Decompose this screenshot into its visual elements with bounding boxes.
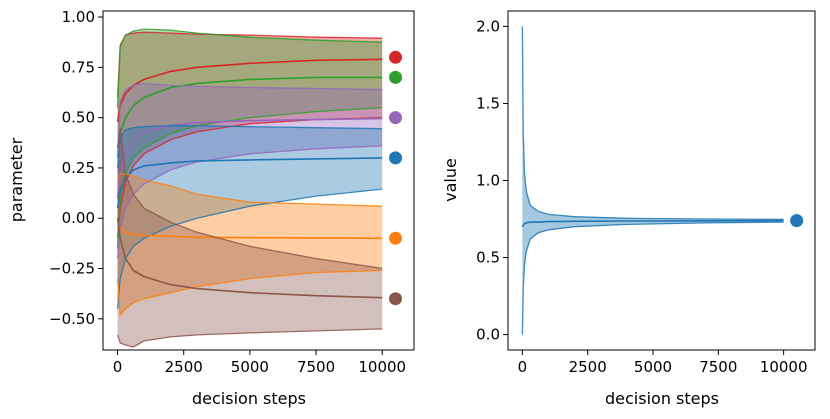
- left-series-0-lower-line: [116, 116, 383, 239]
- left-series-4-lower-line: [116, 269, 383, 317]
- left-x-tick-label: 0: [113, 358, 123, 376]
- left-series-1-lower-line: [116, 106, 383, 249]
- left-series-3-upper-line: [116, 125, 383, 168]
- left-series-5-lower-line: [116, 328, 383, 348]
- left-y-tick-label: −0.50: [49, 310, 95, 328]
- left-y-axis-label: parameter: [7, 137, 26, 222]
- left-series-5-upper-line: [116, 127, 383, 270]
- left-series-1-band: [117, 29, 383, 249]
- right-series-0-lower-line: [521, 221, 784, 335]
- left-x-tick-label: 10000: [358, 358, 406, 376]
- left-series-3-mean-line: [116, 157, 383, 209]
- right-series-0-mean-line: [521, 219, 784, 228]
- left-x-axis-label: decision steps: [192, 389, 306, 408]
- left-y-tick-label: 0.50: [62, 109, 95, 127]
- left-series-3-lower-line: [116, 188, 383, 309]
- left-y-tick-label: −0.25: [49, 260, 95, 278]
- left-panel-parameter-chart: parameter decision steps 0 2500 5000 7500 10…: [7, 8, 415, 408]
- left-true-value-marker-2: [389, 111, 402, 125]
- right-series-0-band: [522, 26, 784, 335]
- left-true-value-marker-5: [389, 292, 402, 306]
- left-x-tick-label: 2500: [165, 358, 203, 376]
- right-y-tick-label: 0.5: [476, 249, 500, 267]
- right-x-tick-label: 5000: [634, 358, 672, 376]
- right-panel-value-chart: value decision steps 0 2500 5000 7500 10000 0…: [441, 10, 816, 408]
- left-series-3-band: [117, 125, 383, 309]
- left-series-4-band: [117, 174, 383, 315]
- left-series-4-mean-line: [116, 223, 383, 240]
- left-series-5-band: [117, 127, 383, 347]
- left-y-tick-label: 0.00: [62, 209, 95, 227]
- right-y-axis-label: value: [441, 158, 460, 202]
- left-series-2-mean-line: [116, 117, 383, 199]
- right-y-tick-label: 1.0: [476, 172, 500, 190]
- left-series-1-mean-line: [116, 76, 383, 148]
- right-y-tick-label: 1.5: [476, 94, 500, 112]
- right-y-tick-label: 0.0: [476, 326, 500, 344]
- left-true-value-marker-4: [389, 231, 402, 245]
- right-x-tick-label: 2500: [569, 358, 607, 376]
- left-series-0-band: [117, 32, 383, 239]
- right-x-tick-label: 10000: [760, 358, 808, 376]
- left-y-tick-label: 0.25: [62, 159, 95, 177]
- left-true-value-marker-0: [389, 50, 402, 64]
- right-x-tick-label: 7500: [699, 358, 737, 376]
- right-axes-frame: [507, 10, 816, 351]
- left-series-5-mean-line: [116, 218, 383, 299]
- right-true-value-marker-0: [790, 214, 804, 228]
- right-series-0-upper-line: [521, 26, 784, 220]
- left-series-4-upper-line: [117, 173, 383, 207]
- left-y-tick-label: 0.75: [62, 58, 95, 76]
- left-true-value-marker-1: [389, 70, 402, 84]
- left-series-2-lower-line: [116, 145, 383, 259]
- left-series-1-upper-line: [116, 28, 383, 108]
- left-series-0-mean-line: [116, 58, 383, 122]
- left-x-tick-label: 5000: [231, 358, 269, 376]
- right-x-axis-label: decision steps: [605, 389, 719, 408]
- left-series-2-upper-line: [116, 82, 383, 158]
- left-axes-frame: [102, 10, 415, 351]
- left-y-tick-label: 1.00: [62, 8, 95, 26]
- right-y-tick-label: 2.0: [476, 17, 500, 35]
- left-true-value-marker-3: [389, 151, 402, 165]
- right-x-tick-label: 0: [518, 358, 528, 376]
- left-x-tick-label: 7500: [297, 358, 335, 376]
